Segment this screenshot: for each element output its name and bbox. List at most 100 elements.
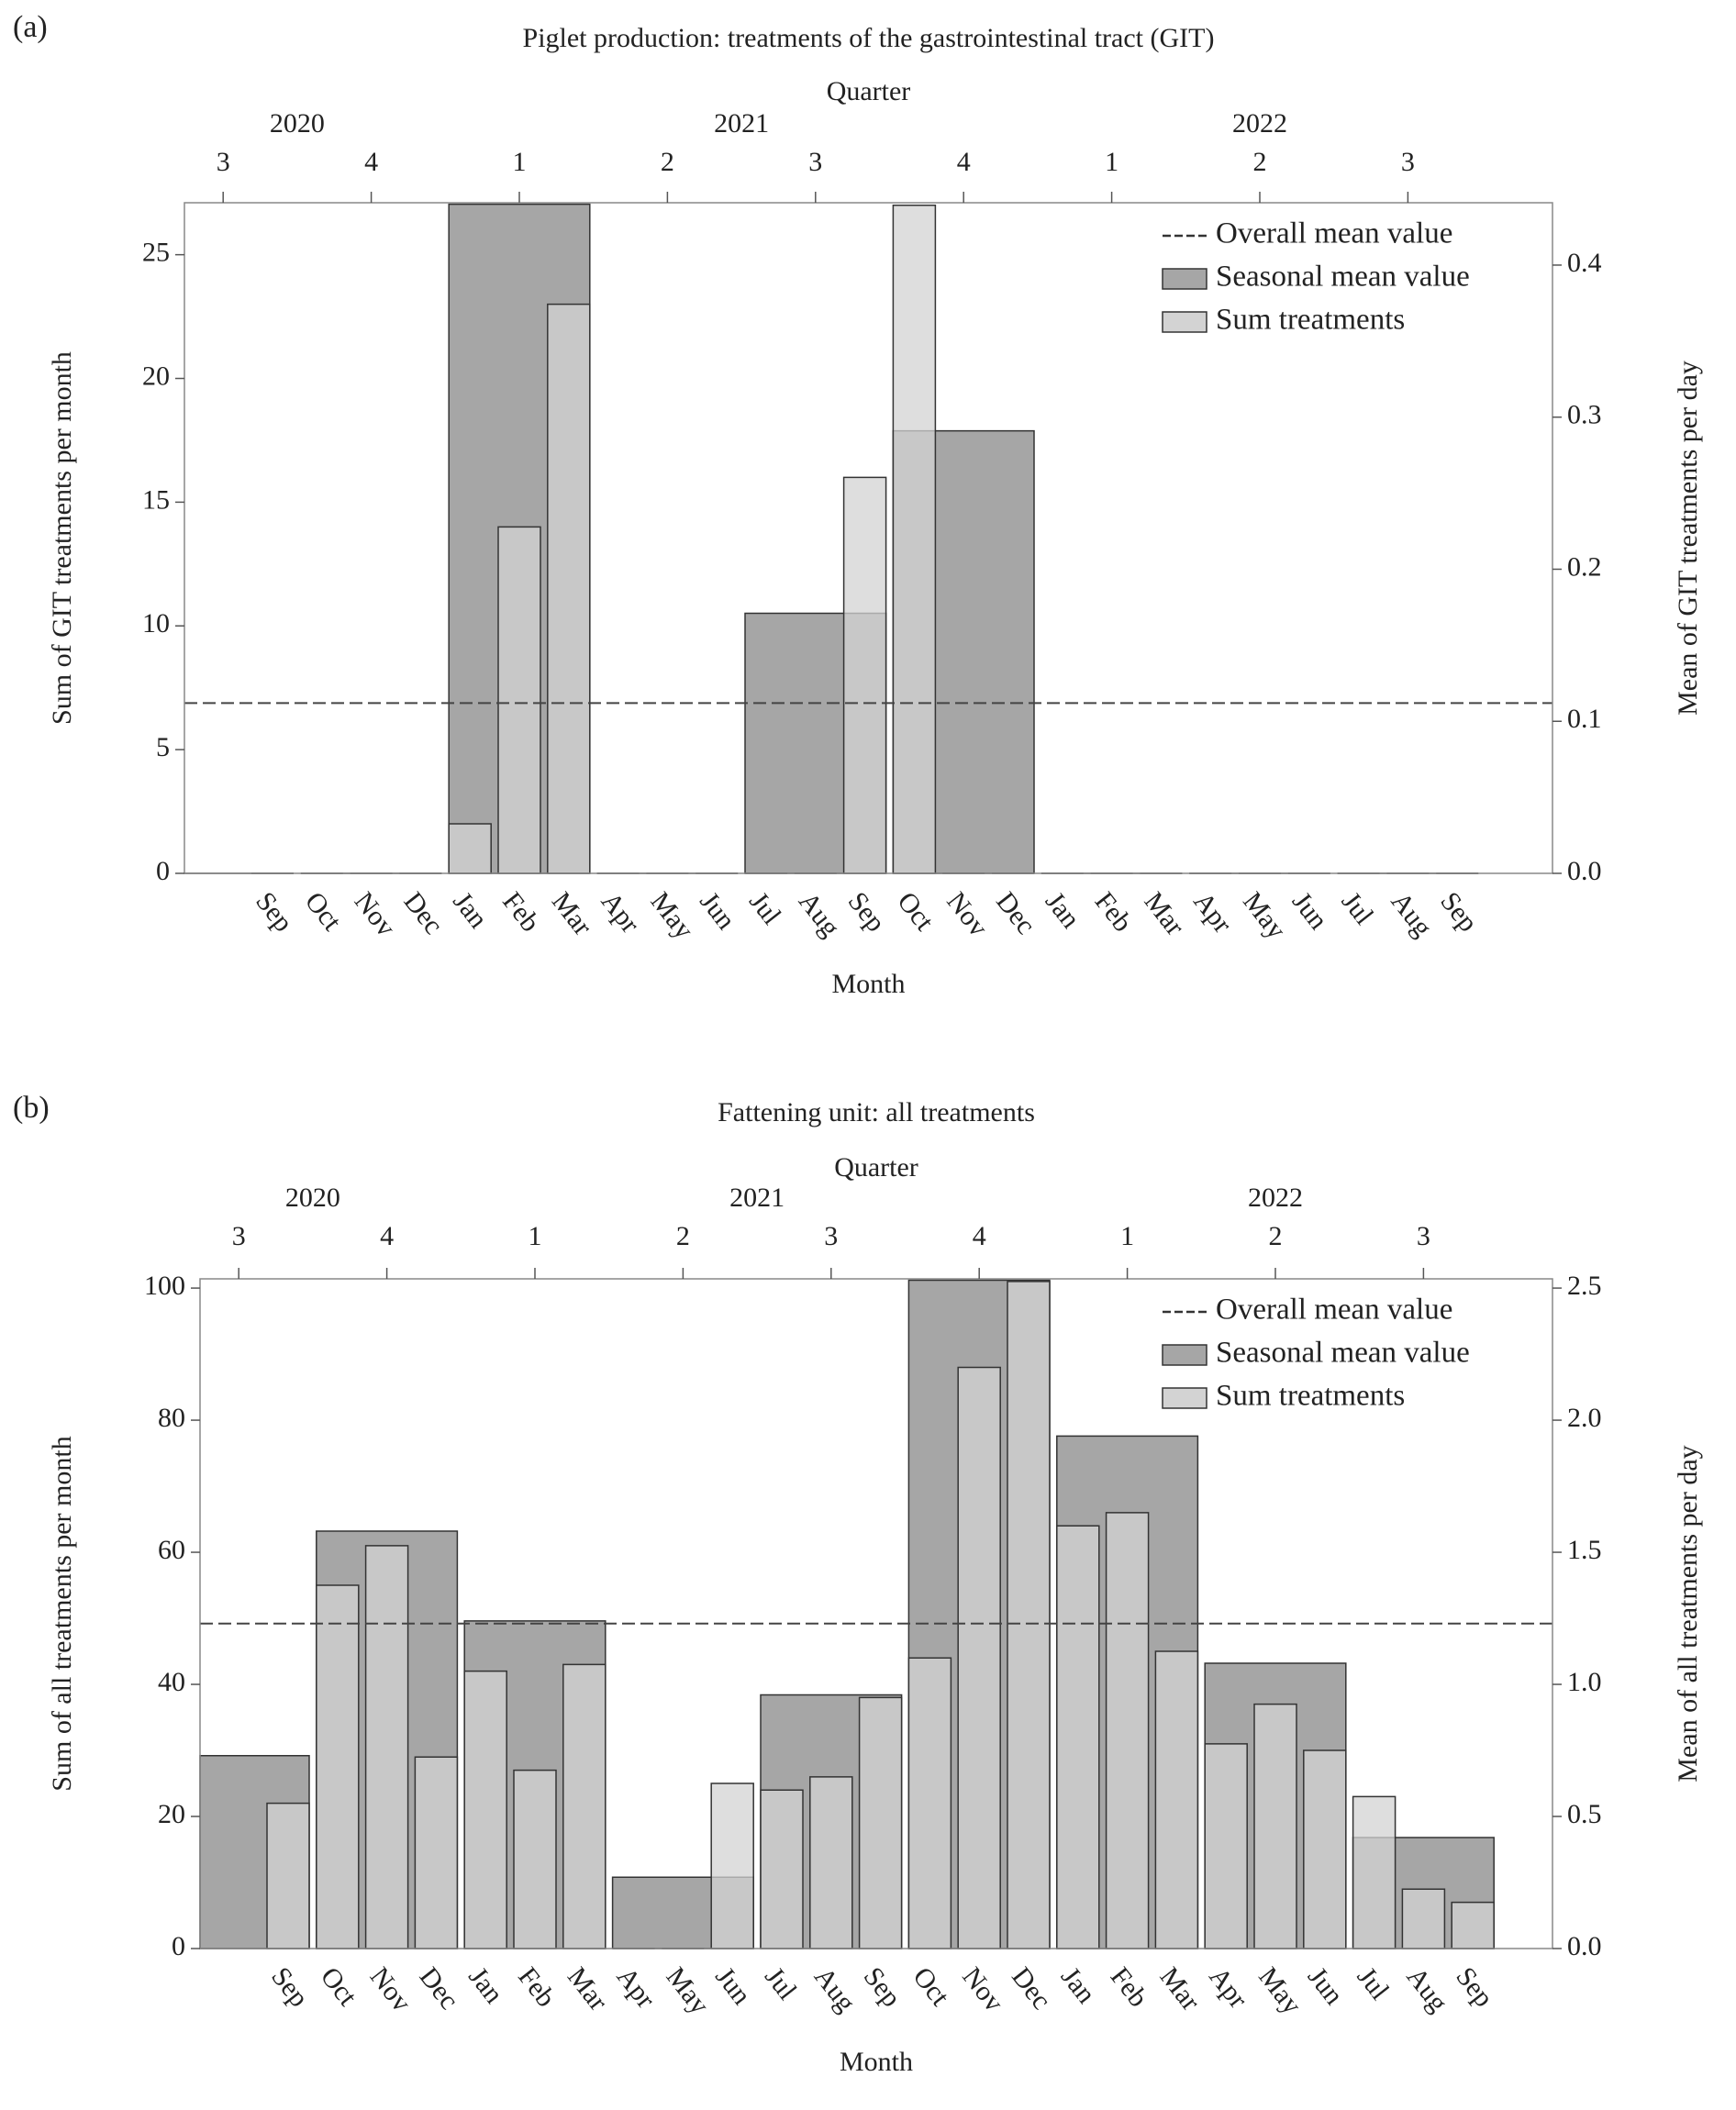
month-label: Jul <box>759 1961 803 2005</box>
month-label: Mar <box>562 1961 614 2016</box>
month-label: May <box>1252 1961 1308 2020</box>
y-tick-label: 0 <box>156 856 170 886</box>
chart-title: Piglet production: treatments of the gas… <box>523 23 1215 53</box>
month-label: Nov <box>956 1961 1009 2017</box>
y2-tick-label: 0.3 <box>1567 400 1602 430</box>
month-label: Feb <box>496 886 546 938</box>
y2-tick-label: 0.1 <box>1567 704 1602 734</box>
sum-bar <box>957 1366 1001 1949</box>
y2-tick-label: 1.5 <box>1567 1535 1602 1565</box>
legend-label: Seasonal mean value <box>1216 1337 1470 1370</box>
y-tick-label: 40 <box>158 1667 185 1697</box>
y2-tick-label: 2.0 <box>1567 1403 1602 1433</box>
quarter-label: 2 <box>1253 147 1267 177</box>
month-label: Jan <box>462 1961 509 2009</box>
month-label: Aug <box>808 1961 862 2017</box>
x-axis-label: Month <box>840 2047 913 2077</box>
quarter-label: 1 <box>513 147 527 177</box>
quarter-label: 2 <box>1269 1221 1283 1251</box>
legend-swatch <box>1162 268 1207 290</box>
legend-swatch <box>1162 1344 1207 1366</box>
y-axis-label: Sum of all treatments per month <box>47 1436 77 1791</box>
legend-label: Seasonal mean value <box>1216 261 1470 294</box>
y-tick-label: 15 <box>142 484 170 515</box>
year-label: 2020 <box>270 108 325 139</box>
quarter-label: 1 <box>1120 1221 1134 1251</box>
sum-bar <box>266 1802 310 1949</box>
month-label: Apr <box>595 886 646 938</box>
y-tick-label: 20 <box>142 361 170 391</box>
quarter-label: 2 <box>661 147 674 177</box>
sum-bar <box>1056 1525 1100 1949</box>
quarter-label: 4 <box>380 1221 394 1251</box>
y2-tick-label: 2.5 <box>1567 1271 1602 1301</box>
legend-label: Sum treatments <box>1216 1380 1405 1413</box>
month-label: Aug <box>793 886 846 942</box>
quarter-label: 3 <box>1401 147 1415 177</box>
sum-bar <box>858 1696 903 1949</box>
month-label: Dec <box>397 886 449 939</box>
sum-bar <box>414 1756 459 1949</box>
y-tick-label: 10 <box>142 608 170 639</box>
month-label: Feb <box>1105 1961 1154 2013</box>
month-label: Mar <box>1138 886 1190 941</box>
month-label: Oct <box>907 1961 955 2012</box>
quarter-label: 3 <box>1417 1221 1430 1251</box>
month-label: Jun <box>694 886 741 935</box>
y2-tick-label: 1.0 <box>1567 1667 1602 1697</box>
month-label: Jul <box>1336 886 1380 930</box>
sum-bar <box>1154 1650 1199 1949</box>
month-label: Dec <box>990 886 1041 939</box>
year-label: 2021 <box>729 1183 785 1213</box>
month-label: Jan <box>447 886 494 934</box>
month-label: Jun <box>1302 1961 1350 2010</box>
quarter-label: 3 <box>232 1221 246 1251</box>
quarter-label: 1 <box>529 1221 542 1251</box>
quarter-label: 3 <box>808 147 822 177</box>
month-label: Sep <box>858 1961 907 2013</box>
month-label: Jun <box>709 1961 757 2010</box>
panel-label: (b) <box>13 1091 50 1125</box>
plot-frame <box>199 1278 1553 1949</box>
month-label: Sep <box>250 886 299 938</box>
sum-bar <box>1352 1795 1397 1949</box>
sum-bar <box>562 1663 606 1949</box>
month-label: Jan <box>1040 886 1086 934</box>
sum-bar <box>842 476 887 874</box>
month-label: Mar <box>546 886 598 941</box>
quarter-label: 3 <box>217 147 230 177</box>
sum-bar <box>1451 1901 1495 1949</box>
x-axis-label: Month <box>831 969 905 999</box>
sum-bar <box>1303 1749 1347 1949</box>
top-axis-label: Quarter <box>834 1152 918 1183</box>
chart-title: Fattening unit: all treatments <box>718 1097 1035 1127</box>
sum-bar <box>907 1657 952 1949</box>
sum-bar <box>710 1782 754 1949</box>
sum-bar <box>892 204 937 874</box>
y2-axis-label: Mean of all treatments per day <box>1673 1445 1703 1782</box>
sum-bar <box>547 303 591 874</box>
sum-bar <box>1204 1743 1248 1949</box>
year-label: 2022 <box>1232 108 1287 139</box>
y-axis-label: Sum of GIT treatments per month <box>47 351 77 725</box>
sum-bar <box>448 823 492 874</box>
month-label: Dec <box>413 1961 464 2015</box>
month-label: Aug <box>1400 1961 1453 2017</box>
quarter-label: 4 <box>364 147 378 177</box>
y-tick-label: 25 <box>142 238 170 268</box>
sum-bar <box>1253 1703 1297 1949</box>
y-tick-label: 5 <box>156 732 170 762</box>
month-label: Apr <box>1187 886 1238 938</box>
month-label: Oct <box>315 1961 363 2012</box>
month-label: Aug <box>1385 886 1438 942</box>
y2-tick-label: 0.0 <box>1567 856 1602 886</box>
top-axis-label: Quarter <box>827 76 911 106</box>
month-label: May <box>660 1961 715 2020</box>
month-label: Jul <box>1352 1961 1396 2005</box>
sum-bar <box>809 1776 853 1949</box>
quarter-label: 4 <box>973 1221 986 1251</box>
year-label: 2020 <box>285 1183 340 1213</box>
month-label: Apr <box>611 1961 662 2014</box>
legend-swatch <box>1162 311 1207 333</box>
